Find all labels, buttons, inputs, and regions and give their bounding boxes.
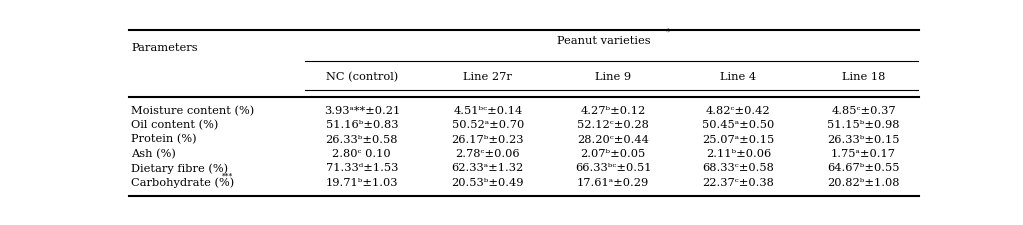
Text: NC (control): NC (control) (325, 71, 398, 81)
Text: 26.33ᵇ±0.58: 26.33ᵇ±0.58 (325, 134, 398, 144)
Text: 4.27ᵇ±0.12: 4.27ᵇ±0.12 (580, 105, 646, 115)
Text: 22.37ᶜ±0.38: 22.37ᶜ±0.38 (703, 177, 774, 187)
Text: 62.33ᵃ±1.32: 62.33ᵃ±1.32 (452, 163, 524, 173)
Text: 17.61ᵃ±0.29: 17.61ᵃ±0.29 (577, 177, 650, 187)
Text: Carbohydrate (%): Carbohydrate (%) (131, 177, 234, 187)
Text: 2.11ᵇ±0.06: 2.11ᵇ±0.06 (706, 148, 771, 158)
Text: Parameters: Parameters (131, 43, 197, 53)
Text: Line 9: Line 9 (595, 71, 631, 81)
Text: 3.93ᵃ**±0.21: 3.93ᵃ**±0.21 (323, 105, 400, 115)
Text: 51.16ᵇ±0.83: 51.16ᵇ±0.83 (325, 119, 398, 130)
Text: 1.75ᵃ±0.17: 1.75ᵃ±0.17 (831, 148, 896, 158)
Text: 51.15ᵇ±0.98: 51.15ᵇ±0.98 (828, 119, 900, 130)
Text: *: * (665, 28, 670, 37)
Text: 68.33ᶜ±0.58: 68.33ᶜ±0.58 (703, 163, 774, 173)
Text: ***: *** (222, 172, 233, 180)
Text: Dietary fibre (%): Dietary fibre (%) (131, 162, 228, 173)
Text: Protein (%): Protein (%) (131, 134, 196, 144)
Text: 2.78ᶜ±0.06: 2.78ᶜ±0.06 (455, 148, 520, 158)
Text: 50.52ᵃ±0.70: 50.52ᵃ±0.70 (452, 119, 524, 130)
Text: 28.20ᶜ±0.44: 28.20ᶜ±0.44 (577, 134, 649, 144)
Text: 71.33ᵈ±1.53: 71.33ᵈ±1.53 (325, 163, 398, 173)
Text: 20.82ᵇ±1.08: 20.82ᵇ±1.08 (828, 177, 900, 187)
Text: Line 27r: Line 27r (463, 71, 513, 81)
Text: 2.80ᶜ 0.10: 2.80ᶜ 0.10 (332, 148, 391, 158)
Text: 64.67ᵇ±0.55: 64.67ᵇ±0.55 (828, 163, 900, 173)
Text: 4.85ᶜ±0.37: 4.85ᶜ±0.37 (832, 105, 896, 115)
Text: Peanut varieties: Peanut varieties (557, 36, 651, 46)
Text: 26.17ᵇ±0.23: 26.17ᵇ±0.23 (451, 134, 524, 144)
Text: Line 4: Line 4 (720, 71, 756, 81)
Text: Oil content (%): Oil content (%) (131, 119, 219, 130)
Text: Ash (%): Ash (%) (131, 148, 176, 158)
Text: 4.51ᵇᶜ±0.14: 4.51ᵇᶜ±0.14 (453, 105, 523, 115)
Text: 20.53ᵇ±0.49: 20.53ᵇ±0.49 (451, 177, 524, 187)
Text: 50.45ᵃ±0.50: 50.45ᵃ±0.50 (702, 119, 774, 130)
Text: 25.07ᵃ±0.15: 25.07ᵃ±0.15 (702, 134, 774, 144)
Text: 26.33ᵇ±0.15: 26.33ᵇ±0.15 (828, 134, 900, 144)
Text: 66.33ᵇᶜ±0.51: 66.33ᵇᶜ±0.51 (575, 163, 652, 173)
Text: 19.71ᵇ±1.03: 19.71ᵇ±1.03 (325, 177, 398, 187)
Text: Moisture content (%): Moisture content (%) (131, 105, 255, 115)
Text: 52.12ᶜ±0.28: 52.12ᶜ±0.28 (577, 119, 649, 130)
Text: 4.82ᶜ±0.42: 4.82ᶜ±0.42 (706, 105, 770, 115)
Text: Line 18: Line 18 (842, 71, 885, 81)
Text: 2.07ᵇ±0.05: 2.07ᵇ±0.05 (580, 148, 646, 158)
